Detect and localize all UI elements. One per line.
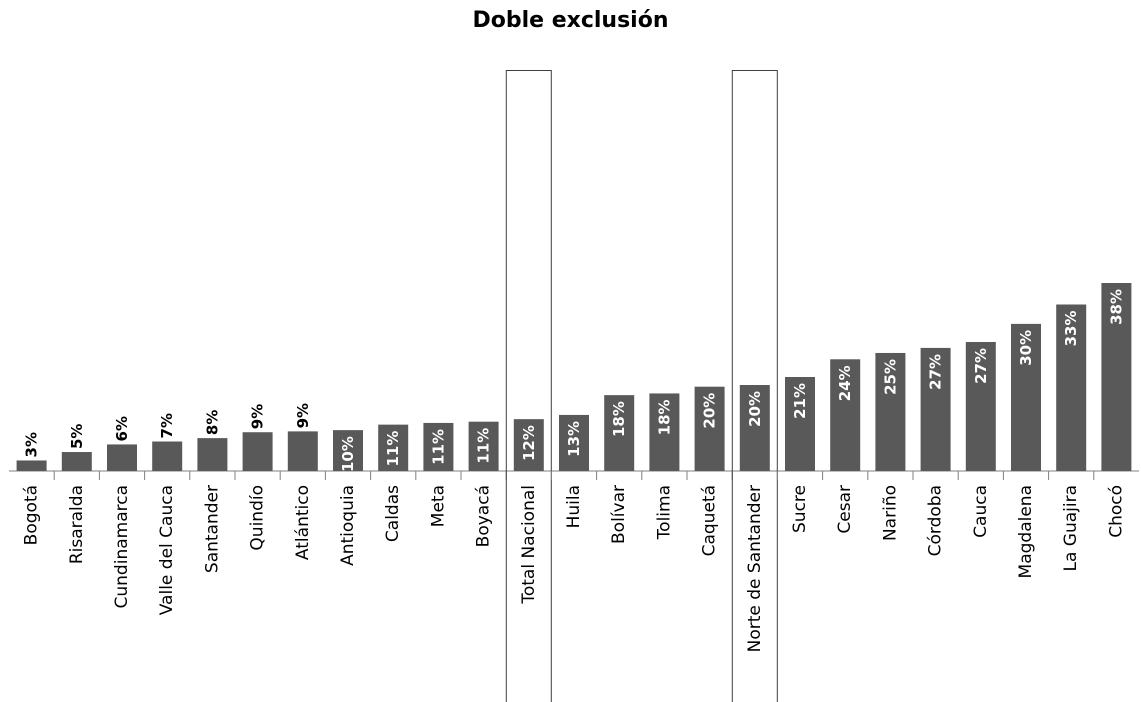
- data-label-bolivar: 18%: [610, 401, 628, 437]
- bar-cundinamarca: [107, 444, 137, 471]
- data-label-narino: 25%: [881, 359, 899, 395]
- highlight-box-total-nacional: [505, 70, 552, 702]
- category-label-norte-de-santander: Norte de Santander: [745, 485, 765, 652]
- category-label-risaralda: Risaralda: [67, 485, 87, 564]
- bar-meta: [423, 422, 454, 471]
- category-label-bogota: Bogotá: [22, 485, 42, 545]
- bar-valle-del-cauca: [152, 441, 183, 471]
- category-label-meta: Meta: [428, 485, 448, 527]
- data-label-caldas: 11%: [384, 431, 402, 467]
- bar-bolivar: [604, 395, 635, 471]
- data-label-bogota: 3%: [23, 432, 41, 457]
- data-label-antioquia: 10%: [339, 436, 357, 472]
- data-label-tolima: 18%: [655, 399, 673, 435]
- category-label-antioquia: Antioquia: [338, 485, 358, 566]
- bar-total-nacional: [513, 419, 544, 471]
- bar-cauca: [965, 342, 996, 471]
- category-label-huila: Huila: [564, 485, 584, 528]
- data-label-valle-del-cauca: 7%: [158, 413, 176, 438]
- category-label-santander: Santander: [202, 485, 222, 573]
- data-label-boyaca: 11%: [475, 428, 493, 464]
- category-label-quindio: Quindío: [248, 485, 268, 551]
- bar-cesar: [830, 359, 861, 471]
- data-label-atlantico: 9%: [294, 403, 312, 428]
- data-label-huila: 13%: [565, 421, 583, 457]
- bar-norte-de-santander: [739, 385, 770, 471]
- bar-risaralda: [61, 452, 92, 471]
- bar-la-guajira: [1056, 304, 1087, 471]
- category-label-atlantico: Atlántico: [293, 485, 313, 560]
- bar-huila: [559, 414, 589, 471]
- data-label-total-nacional: 12%: [520, 425, 538, 461]
- category-label-narino: Nariño: [880, 485, 900, 541]
- data-label-meta: 11%: [429, 429, 447, 465]
- data-label-la-guajira: 33%: [1062, 310, 1080, 346]
- bar-magdalena: [1011, 323, 1041, 471]
- bar-caqueta: [694, 386, 725, 471]
- category-label-la-guajira: La Guajira: [1061, 485, 1081, 572]
- bar-quindio: [242, 432, 273, 471]
- data-label-cesar: 24%: [836, 365, 854, 401]
- bar-santander: [197, 438, 228, 471]
- category-label-total-nacional: Total Nacional: [519, 485, 539, 605]
- category-label-cundinamarca: Cundinamarca: [112, 485, 132, 608]
- data-label-risaralda: 5%: [68, 424, 86, 449]
- data-label-quindio: 9%: [249, 404, 267, 429]
- data-label-cundinamarca: 6%: [113, 416, 131, 441]
- data-label-norte-de-santander: 20%: [746, 391, 764, 427]
- bar-choco: [1101, 283, 1132, 471]
- bar-antioquia: [333, 430, 363, 471]
- category-label-caqueta: Caquetá: [700, 485, 720, 556]
- bar-bogota: [16, 460, 47, 471]
- category-label-cordoba: Córdoba: [926, 485, 946, 556]
- bar-atlantico: [287, 431, 318, 471]
- category-label-sucre: Sucre: [790, 485, 810, 533]
- category-label-magdalena: Magdalena: [1016, 485, 1036, 578]
- category-label-cauca: Cauca: [971, 485, 991, 538]
- bar-boyaca: [468, 421, 499, 471]
- category-label-boyaca: Boyacá: [474, 485, 494, 547]
- data-label-sucre: 21%: [791, 383, 809, 419]
- category-label-tolima: Tolima: [654, 485, 674, 540]
- category-label-cesar: Cesar: [835, 485, 855, 534]
- highlight-box-norte-de-santander: [731, 70, 778, 702]
- bar-tolima: [649, 393, 680, 471]
- category-label-valle-del-cauca: Valle del Cauca: [157, 485, 177, 615]
- bar-narino: [875, 352, 906, 471]
- data-label-caqueta: 20%: [701, 393, 719, 429]
- category-label-bolivar: Bolívar: [609, 485, 629, 544]
- data-label-cauca: 27%: [972, 348, 990, 384]
- data-label-choco: 38%: [1107, 289, 1125, 325]
- bar-caldas: [378, 424, 409, 471]
- bar-cordoba: [920, 347, 951, 471]
- bar-sucre: [785, 377, 815, 471]
- data-label-cordoba: 27%: [927, 354, 945, 390]
- chart-title: Doble exclusión: [472, 8, 669, 33]
- data-label-magdalena: 30%: [1017, 330, 1035, 366]
- data-label-santander: 8%: [203, 410, 221, 435]
- category-label-choco: Chocó: [1106, 485, 1126, 538]
- category-label-caldas: Caldas: [383, 485, 403, 542]
